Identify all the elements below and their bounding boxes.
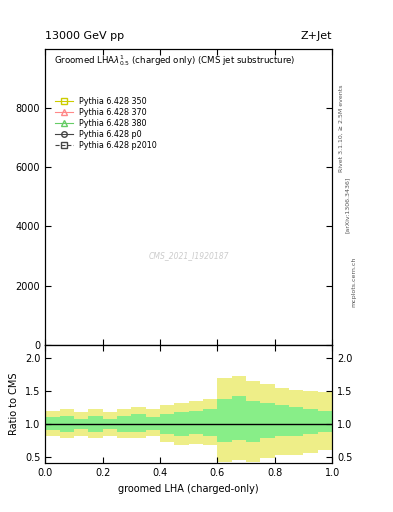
Text: Z+Jet: Z+Jet — [301, 31, 332, 41]
Text: Rivet 3.1.10, ≥ 2.5M events: Rivet 3.1.10, ≥ 2.5M events — [339, 84, 344, 172]
Y-axis label: Ratio to CMS: Ratio to CMS — [9, 373, 19, 435]
Text: [arXiv:1306.3436]: [arXiv:1306.3436] — [345, 177, 350, 233]
Text: 13000 GeV pp: 13000 GeV pp — [45, 31, 124, 41]
Legend: Pythia 6.428 350, Pythia 6.428 370, Pythia 6.428 380, Pythia 6.428 p0, Pythia 6.: Pythia 6.428 350, Pythia 6.428 370, Pyth… — [55, 97, 157, 150]
Text: Groomed LHA$\lambda^1_{0.5}$ (charged only) (CMS jet substructure): Groomed LHA$\lambda^1_{0.5}$ (charged on… — [54, 53, 296, 68]
Text: mcplots.cern.ch: mcplots.cern.ch — [351, 257, 356, 307]
X-axis label: groomed LHA (charged-only): groomed LHA (charged-only) — [118, 484, 259, 494]
Text: CMS_2021_I1920187: CMS_2021_I1920187 — [149, 251, 229, 261]
